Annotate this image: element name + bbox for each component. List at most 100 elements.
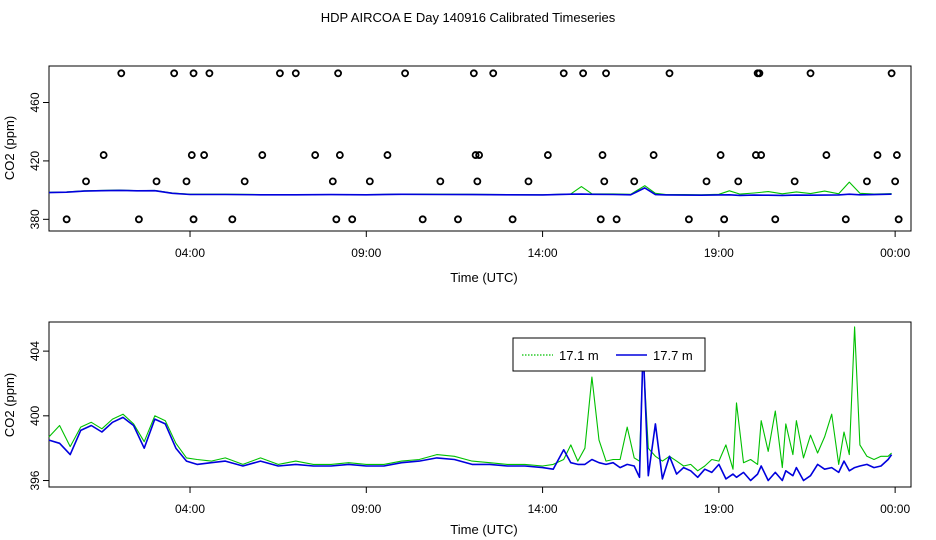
- x-tick-label: 04:00: [175, 502, 205, 516]
- calibration-point: [152, 177, 161, 186]
- y-tick-label: 400: [28, 405, 42, 425]
- x-tick-label: 19:00: [704, 246, 734, 260]
- calibration-point: [579, 69, 588, 78]
- top-panel: 380 420 460 04:00 09:00 14:00 19:00 00:00 Time…: [2, 65, 912, 285]
- bottom-panel: 396 400 404 04:00 09:00 14:00 19:00 00:00 Time…: [2, 321, 912, 537]
- calibration-point: [822, 151, 831, 159]
- calibration-point: [771, 215, 780, 224]
- x-tick-label: 04:00: [175, 246, 205, 260]
- calibration-point: [205, 69, 214, 78]
- calibration-point: [258, 151, 267, 159]
- calibration-point: [187, 151, 196, 159]
- x-tick-label: 14:00: [528, 246, 558, 260]
- legend-label-17-7m: 17.7 m: [653, 348, 693, 363]
- calibration-point: [335, 151, 344, 159]
- x-tick-label: 14:00: [528, 502, 558, 516]
- calibration-point: [228, 215, 237, 224]
- calibration-point: [200, 151, 209, 159]
- calibration-point: [475, 151, 484, 159]
- calibration-point: [702, 177, 711, 186]
- calibration-point: [543, 151, 552, 159]
- legend-label-17-1m: 17.1 m: [559, 348, 599, 363]
- bottom-series-lines: [48, 326, 893, 482]
- top-y-axis: 380 420 460: [28, 92, 50, 229]
- calibration-point: [291, 69, 300, 78]
- calibration-point: [418, 215, 427, 224]
- calibration-point: [598, 151, 607, 159]
- bottom-x-axis: 04:00 09:00 14:00 19:00 00:00: [175, 487, 910, 516]
- legend-box: [512, 337, 706, 372]
- calibration-point: [334, 69, 342, 78]
- calibration-point: [99, 151, 108, 159]
- y-tick-label: 380: [28, 209, 42, 229]
- calibration-point: [684, 215, 693, 224]
- calibration-point: [489, 69, 498, 78]
- calibration-point: [790, 177, 799, 186]
- bottom-y-axis-label: CO2 (ppm): [2, 373, 17, 437]
- top-plot-frame: [48, 65, 912, 232]
- y-tick-label: 420: [28, 151, 42, 171]
- calibration-point: [328, 177, 337, 186]
- calibration-point: [365, 177, 374, 186]
- x-tick-label: 09:00: [351, 246, 381, 260]
- x-tick-label: 19:00: [704, 502, 734, 516]
- calibration-point: [454, 215, 462, 224]
- calibration-point: [276, 69, 284, 78]
- calibration-point: [720, 215, 729, 224]
- calibration-point: [757, 151, 766, 159]
- calibration-point: [473, 177, 482, 186]
- calibration-point: [559, 69, 568, 78]
- calibration-point: [600, 177, 609, 186]
- calibration-point: [612, 215, 621, 224]
- top-x-axis: 04:00 09:00 14:00 19:00 00:00: [175, 231, 910, 260]
- calibration-point: [665, 69, 674, 78]
- series-line-17-7-m: [48, 345, 893, 482]
- series-line-17-7-m: [48, 187, 892, 197]
- calibration-point: [383, 151, 392, 159]
- x-tick-label: 00:00: [880, 246, 910, 260]
- calibration-point: [630, 177, 639, 186]
- y-tick-label: 404: [28, 341, 42, 361]
- x-tick-label: 09:00: [351, 502, 381, 516]
- calibration-point: [873, 151, 882, 159]
- calibration-point: [240, 177, 249, 186]
- calibration-point: [348, 215, 357, 224]
- calibration-point: [894, 215, 903, 224]
- calibration-point: [863, 177, 871, 186]
- calibration-point: [189, 215, 198, 224]
- figure-title: HDP AIRCOA E Day 140916 Calibrated Times…: [321, 10, 616, 25]
- calibration-point: [332, 215, 341, 224]
- y-tick-label: 460: [28, 92, 42, 112]
- calibration-point: [117, 69, 126, 78]
- legend: 17.1 m 17.7 m: [512, 337, 706, 372]
- calibration-point: [734, 177, 743, 186]
- calibration-point: [170, 69, 179, 78]
- top-series-lines: [48, 181, 892, 197]
- top-calibration-points: [62, 69, 903, 224]
- calibration-point: [891, 177, 900, 186]
- bottom-y-axis: 396 400 404: [28, 341, 50, 491]
- calibration-point: [82, 177, 90, 186]
- calibration-point: [182, 177, 191, 186]
- calibration-point: [311, 151, 320, 159]
- top-x-axis-label: Time (UTC): [450, 270, 517, 285]
- calibration-point: [596, 215, 605, 224]
- calibration-point: [806, 69, 815, 78]
- calibration-point: [892, 151, 901, 159]
- calibration-point: [135, 215, 143, 224]
- calibration-point: [649, 151, 658, 159]
- calibration-point: [471, 151, 480, 159]
- calibration-point: [841, 215, 850, 224]
- y-tick-label: 396: [28, 470, 42, 490]
- x-tick-label: 00:00: [880, 502, 910, 516]
- calibration-point: [62, 215, 71, 224]
- calibration-point: [436, 177, 445, 186]
- top-y-axis-label: CO2 (ppm): [2, 116, 17, 180]
- bottom-x-axis-label: Time (UTC): [450, 522, 517, 537]
- calibration-point: [887, 69, 896, 78]
- calibration-point: [469, 69, 478, 78]
- calibration-point: [755, 69, 764, 78]
- calibration-point: [401, 69, 409, 78]
- calibration-point: [602, 69, 610, 78]
